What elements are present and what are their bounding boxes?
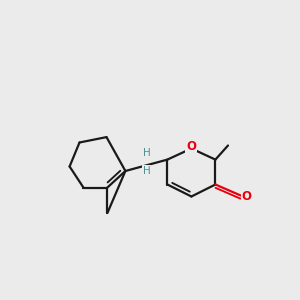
Text: H: H <box>142 148 150 158</box>
Text: H: H <box>142 166 150 176</box>
Text: O: O <box>242 190 252 203</box>
Text: O: O <box>186 140 197 154</box>
